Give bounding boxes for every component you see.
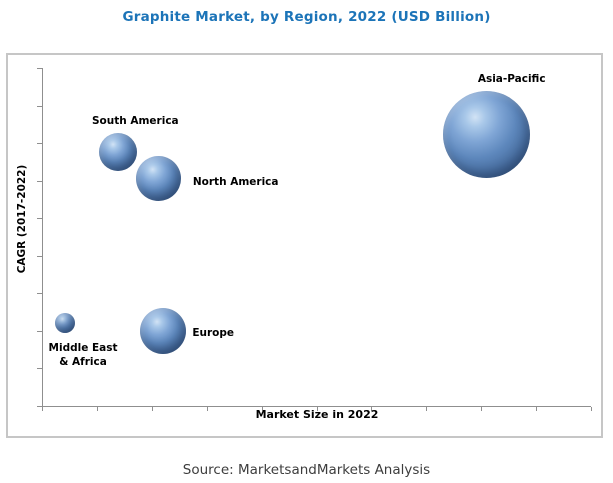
x-axis-tick: [536, 407, 538, 411]
x-axis: [42, 406, 591, 407]
y-axis-tick: [37, 143, 42, 145]
x-axis-tick: [96, 407, 98, 411]
bubble-label-europe: Europe: [192, 326, 235, 339]
bubble-asia-pacific: [443, 91, 531, 179]
chart-title: Graphite Market, by Region, 2022 (USD Bi…: [122, 9, 491, 25]
bubble-north-america: [135, 156, 181, 202]
x-axis-tick: [481, 407, 483, 411]
bubble-middle-east-africa: [55, 312, 76, 333]
y-axis-tick: [37, 255, 42, 257]
x-axis-tick: [591, 407, 592, 411]
y-axis-title: CAGR (2017-2022): [16, 164, 28, 274]
y-axis: [42, 68, 43, 406]
y-axis-tick: [37, 293, 42, 295]
x-axis-tick: [206, 407, 208, 411]
y-axis-tick: [37, 68, 42, 69]
bubble-south-america: [99, 133, 138, 172]
source-attribution: Source: MarketsandMarkets Analysis: [182, 462, 431, 478]
bubble-europe: [140, 307, 187, 354]
y-axis-tick: [37, 406, 42, 407]
y-axis-tick: [37, 180, 42, 182]
x-axis-tick: [371, 407, 373, 411]
y-axis-tick: [37, 218, 42, 220]
y-axis-tick: [37, 105, 42, 107]
bubble-label-middle-east-africa: Middle East & Africa: [48, 341, 118, 368]
bubble-label-south-america: South America: [91, 115, 179, 128]
x-axis-tick: [316, 407, 318, 411]
y-axis-tick: [37, 330, 42, 332]
x-axis-title: Market Size in 2022: [255, 408, 379, 421]
x-axis-tick: [261, 407, 263, 411]
x-axis-tick: [151, 407, 153, 411]
bubble-label-north-america: North America: [192, 175, 279, 188]
x-axis-tick: [426, 407, 428, 411]
x-axis-tick: [42, 407, 43, 411]
y-axis-tick: [37, 368, 42, 370]
bubble-label-asia-pacific: Asia-Pacific: [477, 73, 546, 86]
